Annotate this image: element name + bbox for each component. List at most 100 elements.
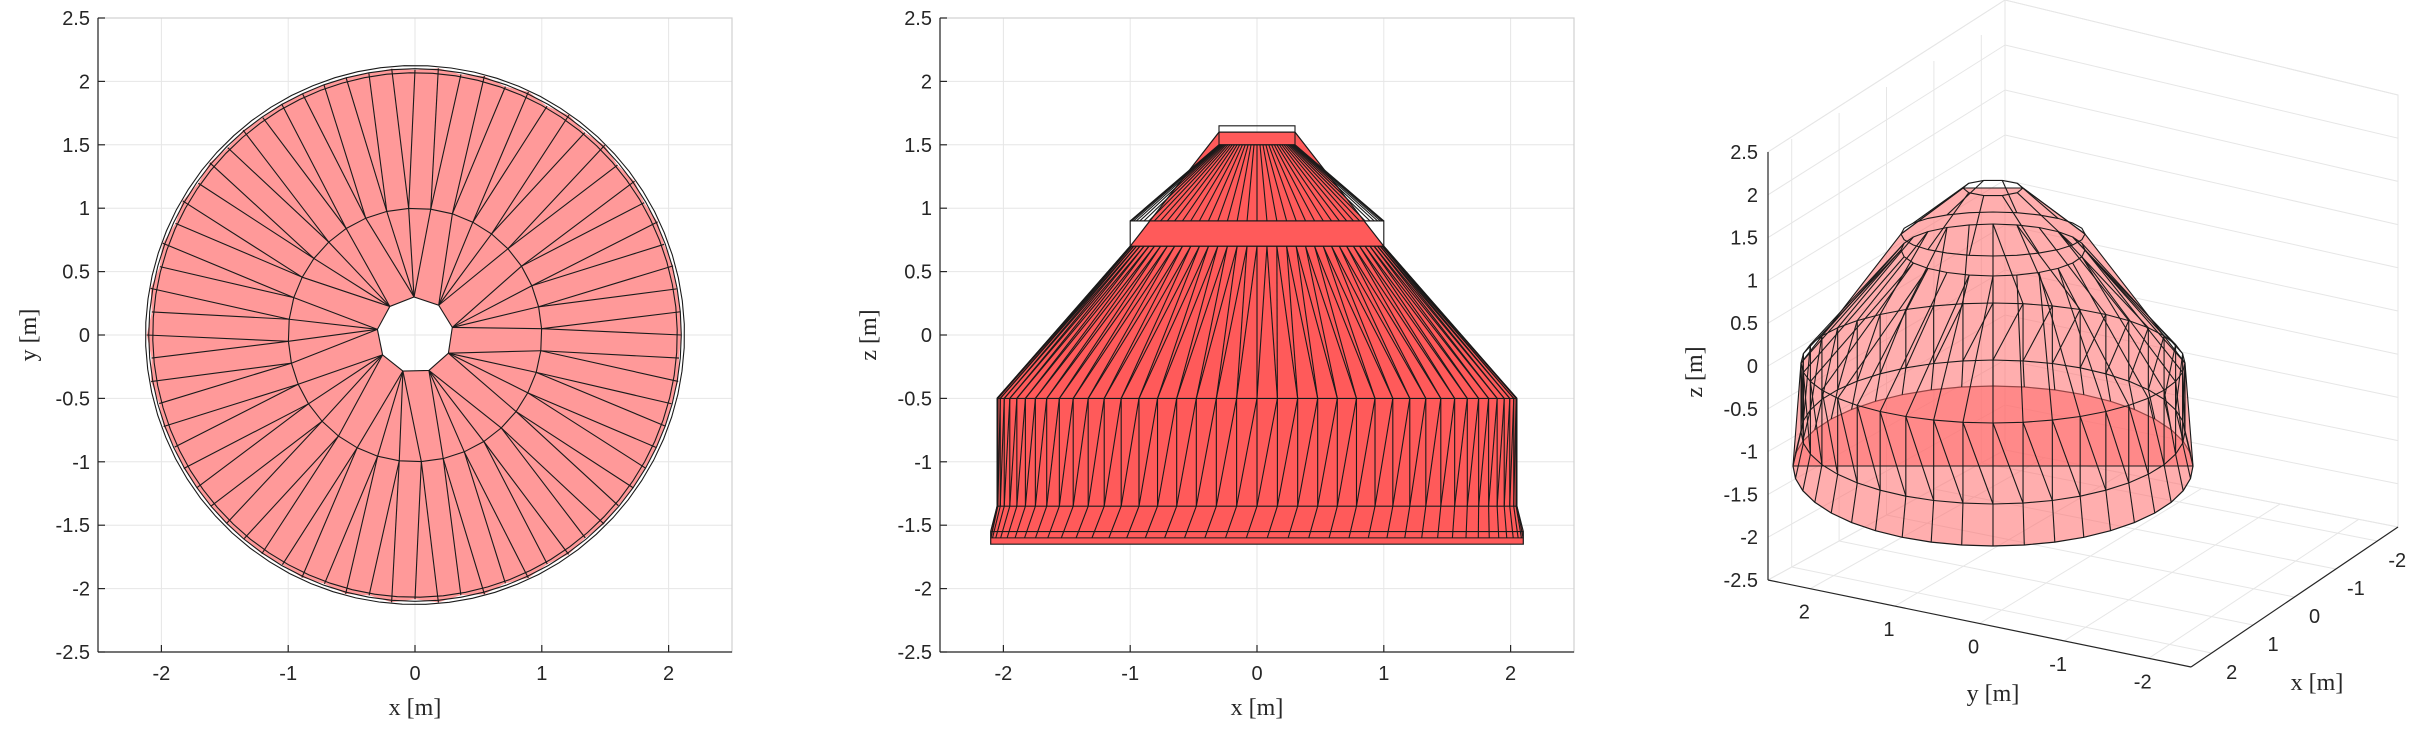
3d-view-edge [1930, 500, 1935, 543]
front-view-edge [1103, 245, 1183, 399]
top-view-edge [541, 328, 682, 336]
front-view-y-tick-label-7: -1 [914, 452, 932, 474]
front-view-edge [1224, 505, 1238, 539]
3d-view-z-grid [2004, 44, 2399, 139]
front-view-edge [1308, 506, 1319, 539]
3d-view-edge [1856, 231, 1929, 321]
3d-view-edge [1821, 390, 1839, 475]
top-view-edge [451, 86, 506, 215]
front-view-edge [1359, 245, 1468, 399]
front-view-edge [1157, 246, 1209, 399]
3d-view-edge [1851, 380, 1858, 410]
front-view-edge [1374, 398, 1394, 507]
front-view-edge [1369, 245, 1490, 399]
front-view-edge [1236, 246, 1248, 399]
top-view-edge [328, 241, 391, 307]
3d-view-y-axis [1767, 579, 2192, 668]
top-view-x-tick-label-3: 1 [536, 663, 547, 685]
top-view-edge [146, 334, 289, 342]
3d-view-edge [1901, 496, 1907, 538]
front-view-edge [1379, 245, 1511, 399]
front-view-edge [999, 398, 1005, 507]
3d-view-edge [2079, 367, 2085, 395]
front-view-edge [1503, 506, 1508, 538]
3d-view-edge [2057, 268, 2130, 406]
3d-view-edge [2016, 224, 2053, 307]
3d-view-z-ticks: 2.5 2 1.5 1 0.5 0 -0.5 -1 -1.5 -2 -2.5 [1724, 142, 1758, 592]
3d-view-edge [2081, 256, 2177, 382]
top-view-y-tick-label-4: 0.5 [62, 262, 90, 284]
top-view-edge [451, 75, 485, 214]
3d-view-z-tick-label-3: 1 [1747, 270, 1758, 292]
3d-view-edge [2128, 405, 2149, 475]
3d-view-edge [2081, 242, 2184, 354]
top-view-edge [521, 180, 635, 267]
front-view-edge [1072, 245, 1168, 399]
top-view-edge [408, 69, 416, 209]
front-view-edge [1156, 398, 1178, 507]
3d-view-edge [2038, 272, 2081, 417]
front-view-edge [1266, 246, 1278, 399]
3d-view-x-axis [2190, 526, 2399, 668]
3d-view-edge [2051, 500, 2056, 543]
top-view-edge [210, 420, 323, 507]
front-view-edge [1276, 246, 1299, 399]
front-view-x-label: x [m] [1231, 695, 1284, 721]
front-view-edge [1245, 506, 1258, 539]
top-view-edge [323, 84, 367, 219]
front-view-edge [1293, 144, 1381, 222]
top-view-edge [438, 233, 492, 306]
front-view-x-ticks: -2 -1 0 1 2 [995, 645, 1516, 685]
3d-view-edge [1809, 335, 1823, 410]
3d-view-edge [1794, 420, 1804, 454]
3d-view-edge [2182, 362, 2186, 421]
front-view-x-tick-label-1: -1 [1121, 663, 1139, 685]
3d-view-edge [1814, 464, 1823, 503]
3d-view-edge [1905, 305, 1935, 369]
top-view-y-tick-label-8: -1.5 [56, 515, 90, 537]
top-view-y-tick-label-5: 0 [79, 325, 90, 347]
front-view-y-tick-label-4: 0.5 [904, 262, 932, 284]
3d-view-z-tick-label-8: -1.5 [1724, 484, 1758, 506]
3d-view-edge [1856, 314, 1881, 382]
front-view-edge [1352, 245, 1456, 399]
front-view-edge [1000, 506, 1011, 539]
3d-view-edge [2182, 420, 2192, 454]
front-view-edge [1215, 246, 1238, 399]
top-view-x-ticks: -2 -1 0 1 2 [153, 645, 674, 685]
top-view-edge [538, 288, 677, 308]
top-view-edge [308, 354, 383, 405]
3d-view-z-grid [1767, 0, 2006, 153]
front-view-edge [1138, 246, 1200, 399]
front-view-edge [1328, 506, 1338, 539]
front-view-edge [1058, 245, 1162, 399]
front-view-edge [1126, 505, 1140, 539]
top-view-edge [442, 458, 485, 595]
front-view-edge [1304, 246, 1338, 399]
front-view-edge [1184, 505, 1197, 539]
3d-view-floor-grid [1791, 566, 2212, 654]
3d-view-z-grid [2004, 89, 2399, 182]
front-view-edge [1006, 506, 1018, 539]
top-view-edge [368, 73, 388, 212]
top-view-edge [345, 77, 388, 212]
front-view-edge [1256, 398, 1278, 507]
top-view-edge [243, 435, 339, 539]
top-view-edge [531, 243, 665, 287]
top-view-edge [535, 371, 666, 427]
3d-view-edge [2022, 422, 2053, 501]
top-view-edge [527, 392, 657, 448]
top-view-y-tick-label-0: 2.5 [62, 8, 90, 30]
3d-view-edge [1802, 454, 1811, 491]
top-view-edge [452, 306, 539, 328]
front-view-edge [1016, 398, 1026, 507]
top-view-y-tick-label-2: 1.5 [62, 135, 90, 157]
top-view-edge [293, 297, 378, 330]
top-view-edge [463, 451, 529, 579]
front-view-edge [1136, 144, 1222, 222]
front-view-edge [1139, 144, 1223, 222]
front-view-edge [1377, 245, 1505, 399]
top-view-outer-rim [148, 68, 682, 602]
top-view-mesh [145, 65, 685, 605]
top-view-edge [428, 370, 485, 442]
